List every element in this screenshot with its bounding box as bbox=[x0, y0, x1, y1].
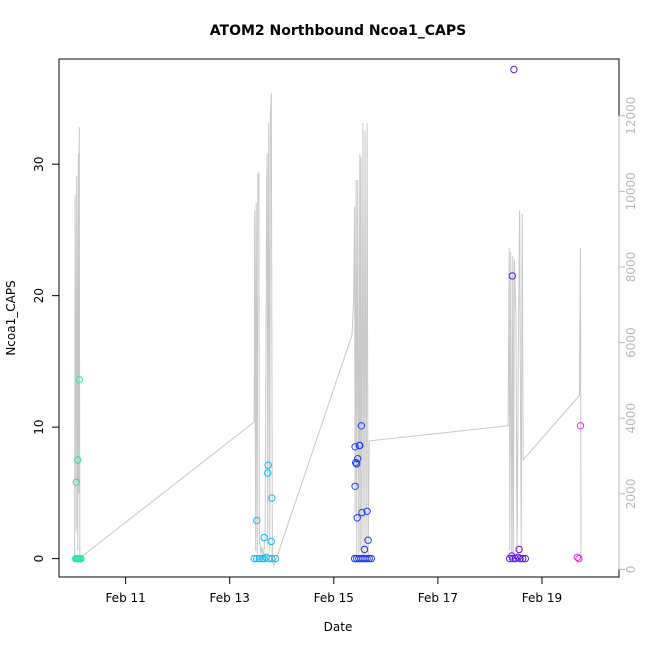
data-point bbox=[573, 553, 582, 561]
data-point bbox=[510, 65, 518, 74]
data-point bbox=[514, 553, 522, 561]
x-axis: Feb 11 Feb 13 Feb 15 Feb 17 Feb 19 bbox=[105, 576, 562, 605]
data-point bbox=[363, 507, 371, 515]
line-series bbox=[74, 92, 582, 568]
data-point bbox=[509, 554, 517, 563]
y-tick-label: 10 bbox=[32, 419, 46, 434]
data-point bbox=[268, 494, 276, 502]
plot-frame bbox=[58, 58, 620, 578]
data-point bbox=[357, 422, 366, 430]
data-point bbox=[260, 554, 268, 563]
data-point bbox=[253, 554, 261, 563]
x-tick-label: Feb 15 bbox=[314, 591, 354, 605]
data-point bbox=[260, 533, 268, 542]
data-point bbox=[516, 554, 524, 563]
x-tick-label: Feb 19 bbox=[522, 591, 562, 605]
series-line bbox=[74, 92, 582, 568]
y-tick-label: 30 bbox=[32, 157, 46, 172]
data-point bbox=[351, 443, 359, 451]
data-point bbox=[356, 441, 364, 450]
data-point bbox=[365, 554, 373, 563]
data-point bbox=[74, 456, 82, 464]
y2-tick-label: 4000 bbox=[624, 403, 638, 434]
data-point bbox=[255, 554, 264, 563]
data-point bbox=[268, 554, 276, 563]
y2-tick-label: 10000 bbox=[624, 172, 638, 210]
x-tick-label: Feb 11 bbox=[105, 591, 145, 605]
x-tick-label: Feb 13 bbox=[210, 591, 250, 605]
data-point bbox=[506, 554, 514, 563]
x-tick-label: Feb 17 bbox=[418, 591, 458, 605]
data-point bbox=[253, 516, 261, 525]
y-axis-label: Ncoa1_CAPS bbox=[4, 280, 18, 355]
data-point bbox=[267, 537, 275, 546]
data-point bbox=[264, 461, 272, 469]
y-tick-label: 0 bbox=[32, 555, 46, 563]
data-point bbox=[575, 554, 583, 563]
data-point bbox=[367, 554, 375, 563]
data-point bbox=[354, 455, 362, 463]
plot-area bbox=[58, 58, 620, 578]
data-point bbox=[353, 514, 361, 522]
data-point bbox=[363, 554, 371, 563]
data-point bbox=[364, 536, 372, 544]
point-series bbox=[72, 65, 585, 563]
data-point bbox=[360, 545, 369, 554]
x-axis-label: Date bbox=[324, 620, 353, 634]
data-point bbox=[352, 458, 360, 467]
y2-tick-label: 0 bbox=[624, 566, 638, 574]
data-point bbox=[358, 508, 366, 517]
data-point bbox=[264, 469, 272, 477]
y2-tick-label: 12000 bbox=[624, 97, 638, 135]
data-point bbox=[519, 554, 527, 563]
data-point bbox=[351, 482, 359, 490]
y-tick-label: 20 bbox=[32, 288, 46, 303]
data-point bbox=[353, 460, 361, 468]
data-point bbox=[75, 376, 84, 384]
data-point bbox=[508, 272, 516, 280]
y-axis: 0 10 20 30 bbox=[32, 157, 60, 563]
chart-title: ATOM2 Northbound Ncoa1_CAPS bbox=[210, 23, 466, 39]
data-point bbox=[72, 478, 80, 486]
data-point bbox=[576, 422, 585, 430]
y2-tick-label: 2000 bbox=[624, 479, 638, 510]
data-point bbox=[77, 554, 85, 563]
data-point bbox=[271, 554, 280, 563]
y2-tick-label: 6000 bbox=[624, 327, 638, 358]
y2-axis: 0 2000 4000 6000 8000 10000 12000 bbox=[618, 97, 638, 574]
data-point bbox=[250, 554, 258, 563]
data-point bbox=[521, 554, 529, 563]
y2-tick-label: 8000 bbox=[624, 252, 638, 283]
data-point bbox=[515, 545, 523, 554]
